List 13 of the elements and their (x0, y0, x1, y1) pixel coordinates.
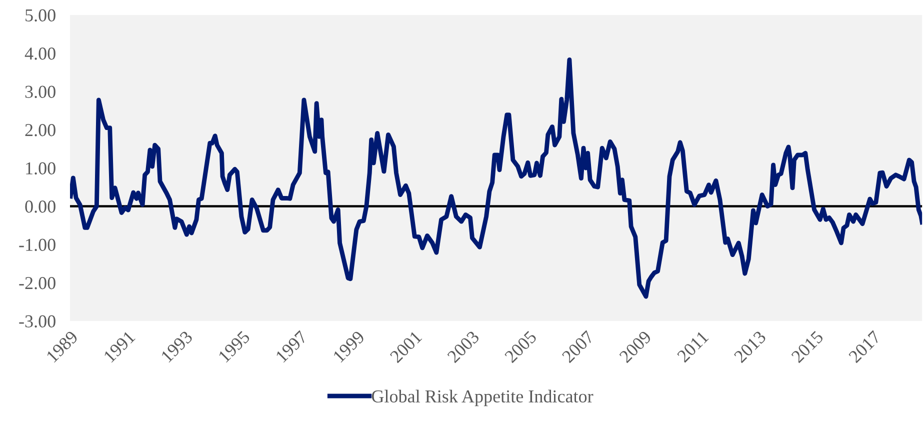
y-tick-label: 4.00 (24, 48, 56, 60)
x-tick-label: 1991 (103, 330, 136, 363)
x-tick-label: 2001 (389, 330, 422, 364)
y-tick-label: 5.00 (26, 9, 56, 22)
line-series (70, 58, 922, 299)
y-tick-label: 1.00 (26, 162, 56, 175)
y-tick-label: -1.00 (19, 238, 56, 252)
y-tick-label: -3.00 (19, 315, 56, 328)
y-tick-label: -2.00 (19, 277, 56, 290)
y-tick-label: 2.00 (25, 124, 56, 136)
y-tick-label: 3.00 (25, 86, 56, 98)
legend-label: Global Risk Appetite Indicator (372, 390, 594, 406)
y-tick-label: 0.00 (25, 200, 56, 213)
